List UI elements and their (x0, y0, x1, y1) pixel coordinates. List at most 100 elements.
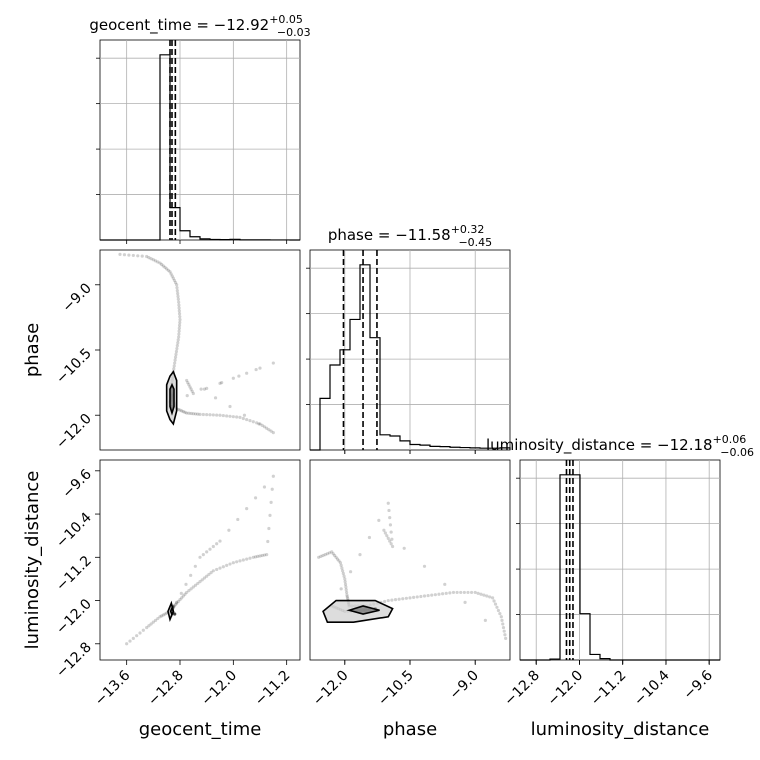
sample-point (419, 594, 423, 599)
sample-point (334, 555, 338, 559)
sample-point (147, 256, 151, 260)
sample-point (187, 411, 191, 415)
sample-point (173, 361, 177, 365)
scatter-panel-geocent_time-luminosity_distance-frame (99, 459, 301, 661)
sample-point (188, 385, 192, 389)
sample-point (344, 588, 348, 592)
sample-point (265, 552, 269, 557)
sample-point (231, 376, 235, 380)
sample-point (166, 268, 170, 272)
sample-point (343, 577, 347, 581)
sample-point (269, 500, 273, 504)
sample-point (225, 563, 229, 568)
sample-point (177, 335, 181, 339)
sample-point (469, 590, 474, 595)
sample-point (149, 622, 153, 626)
sample-point (118, 252, 122, 256)
sample-point (177, 309, 181, 313)
sample-point (213, 396, 218, 400)
title-median: −12.92 (214, 16, 270, 34)
sample-point (141, 628, 145, 632)
contour-level-2 (169, 606, 175, 617)
sample-point (501, 622, 505, 626)
sample-point (401, 597, 405, 601)
sample-point (218, 566, 222, 570)
sample-point (385, 534, 389, 538)
sample-point (466, 590, 470, 595)
sample-point (235, 560, 239, 564)
sample-point (173, 612, 177, 616)
sample-point (386, 501, 390, 505)
title-name: geocent_time (89, 16, 191, 35)
sample-point (383, 599, 387, 604)
sample-point (170, 274, 174, 278)
sample-point (254, 367, 258, 372)
sample-point (270, 487, 274, 491)
y-axis-label-luminosity_distance: luminosity_distance (22, 471, 43, 650)
sample-point (175, 600, 179, 604)
sample-point (235, 415, 239, 419)
sample-point (389, 530, 393, 534)
sample-point (131, 253, 135, 258)
sample-point (502, 629, 506, 633)
sample-point (189, 387, 193, 391)
sample-point (231, 415, 235, 419)
sample-point (255, 421, 259, 425)
sample-point (172, 367, 176, 371)
sample-point (444, 591, 448, 595)
sample-point (211, 413, 215, 417)
sample-point (338, 561, 343, 565)
title-lower: −0.06 (720, 446, 754, 459)
sample-point (251, 420, 255, 424)
sample-point (441, 592, 445, 596)
sample-point (345, 593, 349, 597)
sample-point (163, 612, 167, 616)
sample-point (476, 591, 480, 595)
panel-contents (118, 252, 275, 435)
sample-point (173, 612, 177, 616)
sample-point (493, 602, 498, 606)
y-axis-label-phase: phase (22, 323, 43, 377)
sample-point (241, 416, 245, 421)
sample-point (271, 431, 275, 435)
sample-point (473, 590, 477, 595)
sample-point (175, 346, 179, 351)
sample-point (178, 315, 182, 319)
sample-point (158, 261, 162, 265)
sample-point (198, 555, 202, 559)
sample-point (175, 601, 179, 605)
sample-point (387, 508, 391, 513)
sample-point (341, 569, 345, 573)
sample-point (388, 539, 392, 543)
sample-point (496, 608, 501, 613)
sample-point (269, 429, 273, 433)
sample-point (187, 383, 191, 387)
sample-point (180, 596, 184, 600)
sample-point (201, 552, 205, 557)
sample-point (346, 597, 350, 601)
sample-point (265, 426, 269, 430)
sample-point (178, 408, 182, 412)
sample-point (186, 381, 190, 385)
title-lower: −0.03 (277, 26, 311, 39)
sample-point (173, 355, 178, 359)
sample-point (412, 595, 416, 599)
sample-point (337, 559, 341, 563)
sample-point (151, 258, 155, 262)
sample-point (238, 559, 242, 563)
sample-point (242, 413, 247, 417)
sample-point (174, 352, 178, 356)
sample-point (176, 294, 180, 298)
sample-point (218, 539, 222, 543)
sample-point (209, 571, 213, 575)
sample-point (236, 517, 240, 522)
sample-point (177, 303, 181, 307)
sample-point (503, 633, 507, 637)
sample-point (138, 631, 142, 635)
sample-point (323, 552, 327, 557)
hist-panel-phase: phase = −11.58+0.32 −0.45 (306, 223, 511, 454)
sample-point (205, 574, 209, 578)
sample-point (187, 589, 191, 593)
sample-point (260, 423, 264, 427)
sample-point (193, 583, 198, 587)
